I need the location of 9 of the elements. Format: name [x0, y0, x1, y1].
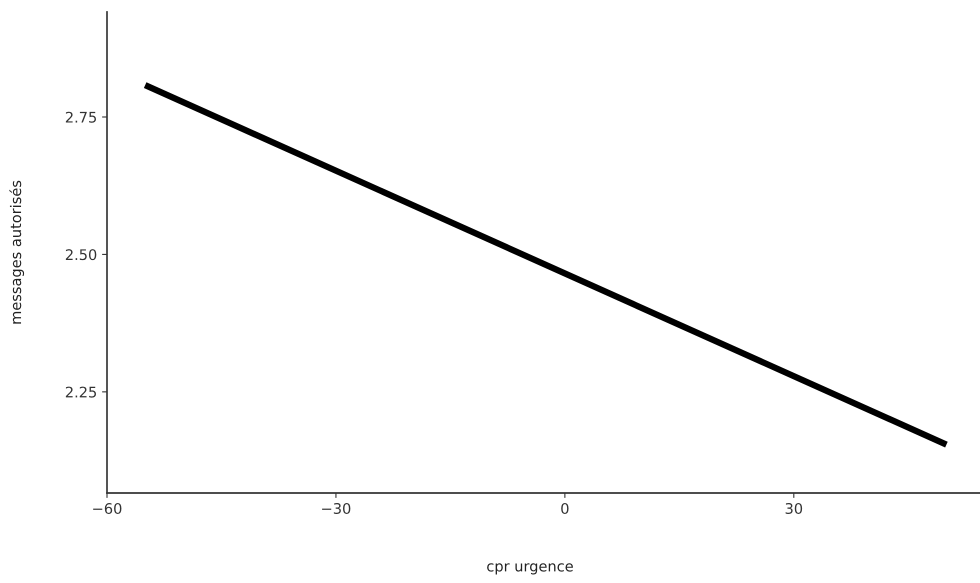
x-tick-label: 30 [786, 502, 802, 514]
y-tick-label: 2.25 [66, 386, 96, 398]
x-axis-title: cpr urgence [487, 563, 573, 574]
x-tick-label: 0 [561, 502, 569, 514]
x-tick-label: −60 [93, 502, 122, 514]
y-axis-title: messages autorisés [9, 180, 24, 324]
y-tick-label: 2.75 [66, 112, 96, 123]
x-tick-label: −30 [322, 502, 350, 514]
y-tick-label: 2.50 [66, 249, 96, 260]
